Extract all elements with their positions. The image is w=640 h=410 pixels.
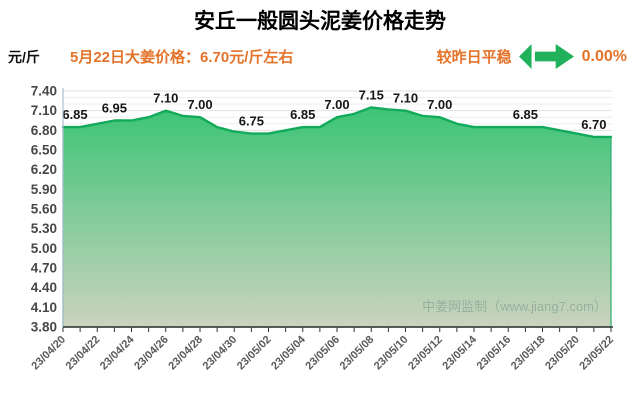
x-tick-label: 23/05/18 (509, 334, 548, 373)
x-tick-label: 23/05/20 (543, 334, 582, 373)
y-tick-label: 4.70 (31, 261, 57, 276)
x-tick-label: 23/05/22 (577, 334, 616, 373)
trend-percent: 0.00% (581, 47, 627, 65)
x-tick-label: 23/04/30 (201, 334, 240, 373)
data-point-label: 6.85 (513, 107, 538, 122)
y-tick-label: 4.10 (31, 300, 57, 315)
y-tick-label: 5.00 (31, 241, 57, 256)
data-point-label: 6.75 (239, 114, 264, 129)
data-point-label: 7.00 (324, 97, 349, 112)
data-point-label: 7.15 (359, 87, 384, 102)
trend-indicator: 较昨日平稳 0.00% (437, 43, 627, 70)
x-tick-label: 23/04/26 (132, 334, 171, 373)
x-tick-label: 23/05/10 (372, 334, 411, 373)
y-tick-label: 5.90 (31, 182, 57, 197)
y-tick-label: 6.80 (31, 123, 57, 138)
y-tick-label: 3.80 (31, 320, 57, 335)
x-tick-label: 23/05/14 (440, 333, 479, 372)
y-tick-label: 4.40 (31, 280, 57, 295)
data-point-label: 7.00 (427, 97, 452, 112)
x-tick-label: 23/05/04 (269, 333, 308, 372)
x-tick-label: 23/05/02 (235, 334, 274, 373)
data-point-label: 7.00 (187, 97, 212, 112)
data-point-label: 7.10 (153, 91, 178, 106)
data-point-label: 6.85 (290, 107, 315, 122)
y-axis-unit-label: 元/斤 (8, 49, 40, 65)
x-tick-label: 23/04/24 (98, 333, 137, 372)
y-tick-label: 7.10 (31, 103, 57, 118)
page-title: 安丘一般圆头泥姜价格走势 (194, 10, 446, 33)
x-tick-label: 23/04/28 (166, 334, 205, 373)
y-tick-label: 5.30 (31, 221, 57, 236)
flat-double-arrow-svg (518, 43, 574, 70)
today-price-text: 5月22日大姜价格：6.70元/斤左右 (70, 49, 294, 66)
flat-double-arrow-icon (518, 43, 575, 70)
x-tick-label: 23/05/06 (303, 334, 342, 373)
x-tick-label: 23/04/22 (64, 334, 103, 373)
area-fill (62, 106, 612, 328)
data-point-label: 7.10 (393, 91, 418, 106)
trend-text: 较昨日平稳 (436, 49, 512, 66)
y-tick-label: 6.20 (31, 162, 57, 177)
data-point-label: 6.85 (62, 107, 87, 122)
data-point-label: 6.95 (102, 101, 127, 116)
watermark-text: 中姜网监制（www.jiang7.com） (422, 299, 607, 314)
x-tick-label: 23/05/08 (338, 334, 377, 373)
x-tick-label: 23/05/16 (475, 334, 514, 373)
data-point-label: 6.70 (581, 117, 606, 132)
x-tick-label: 23/04/20 (29, 334, 68, 373)
price-line (61, 106, 613, 139)
y-tick-label: 7.40 (31, 84, 57, 99)
x-tick-label: 23/05/12 (406, 334, 445, 373)
y-tick-label: 5.60 (31, 202, 57, 217)
y-tick-label: 6.50 (31, 143, 57, 158)
